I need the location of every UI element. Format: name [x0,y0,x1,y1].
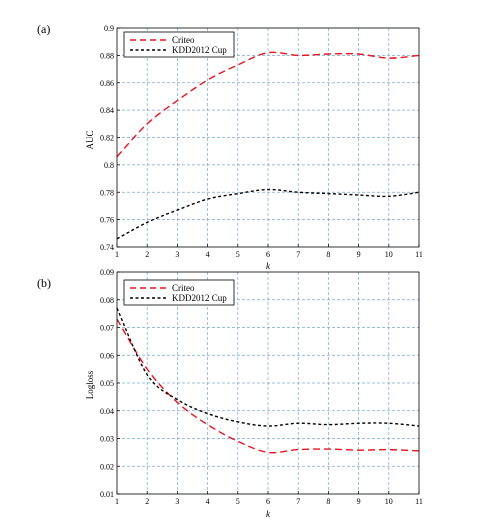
panel-b-legend: Criteo KDD2012 Cup [123,279,235,306]
y-tick-label: 0.88 [100,51,114,60]
panel-b-label: (b) [37,276,51,290]
x-tick-label: 11 [415,497,423,506]
x-tick-label: 9 [357,497,361,506]
x-tick-label: 6 [266,250,270,259]
panel-a-legend-kdd-label: KDD2012 Cup [172,45,227,55]
panel-a-xticks: 1 2 3 4 5 6 7 8 9 10 11 [115,244,423,259]
panel-a-xlabel: k [266,261,271,271]
y-tick-label: 0.06 [100,351,114,360]
panel-a: (a) 0.74 0.76 0.78 0.8 0.82 0.84 0.86 0.88 0.9 1… [37,22,423,271]
y-tick-label: 0.84 [100,106,114,115]
panel-b-grid [117,272,419,494]
x-tick-label: 11 [415,250,423,259]
panel-b-legend-box [123,279,235,306]
y-tick-label: 0.9 [104,24,114,33]
panel-b: (b) 0.01 0.02 0.03 0.04 0.05 0.06 0.07 0.08 0.09… [37,268,423,519]
x-tick-label: 5 [236,497,240,506]
y-tick-label: 0.03 [100,435,114,444]
panel-b-xticks: 1 2 3 4 5 6 7 8 9 10 11 [115,491,423,506]
panel-a-lines [116,51,420,240]
panel-a-ylabel: AUC [85,130,95,149]
x-tick-label: 9 [357,250,361,259]
x-tick-label: 3 [175,250,179,259]
y-tick-label: 0.02 [100,462,114,471]
panel-a-label: (a) [37,22,50,36]
x-tick-label: 8 [326,497,330,506]
panel-a-grid [117,28,419,247]
panel-b-lines [116,307,420,454]
x-tick-label: 2 [145,250,149,259]
series-criteo-line [116,318,420,454]
y-tick-label: 0.08 [100,296,114,305]
y-tick-label: 0.82 [100,134,114,143]
x-tick-label: 4 [206,497,210,506]
y-tick-label: 0.09 [100,268,114,277]
x-tick-label: 3 [175,497,179,506]
x-tick-label: 8 [326,250,330,259]
y-tick-label: 0.76 [100,216,114,225]
series-criteo-line [116,51,420,158]
x-tick-label: 1 [115,250,119,259]
y-tick-label: 0.74 [100,243,114,252]
x-tick-label: 10 [385,497,393,506]
x-tick-label: 4 [206,250,210,259]
panel-b-ylabel: Logloss [85,370,95,399]
panel-a-yticks: 0.74 0.76 0.78 0.8 0.82 0.84 0.86 0.88 0.9 [100,24,120,252]
x-tick-label: 7 [296,497,300,506]
x-tick-label: 10 [385,250,393,259]
x-tick-label: 6 [266,497,270,506]
panel-a-legend-criteo-label: Criteo [172,35,195,45]
y-tick-label: 0.78 [100,188,114,197]
x-tick-label: 5 [236,250,240,259]
panel-b-legend-kdd-label: KDD2012 Cup [172,293,227,303]
panel-b-legend-criteo-label: Criteo [172,283,195,293]
y-tick-label: 0.86 [100,79,114,88]
x-tick-label: 2 [145,497,149,506]
x-tick-label: 7 [296,250,300,259]
panel-b-xlabel: k [266,509,271,519]
panel-a-legend-box [123,31,235,58]
x-tick-label: 1 [115,497,119,506]
y-tick-label: 0.8 [104,161,114,170]
series-kdd2012-cup-line [116,188,420,240]
y-tick-label: 0.05 [100,379,114,388]
y-tick-label: 0.01 [100,490,114,499]
y-tick-label: 0.07 [100,324,114,333]
panel-b-yticks: 0.01 0.02 0.03 0.04 0.05 0.06 0.07 0.08 0.09 [100,268,120,499]
panel-a-legend: Criteo KDD2012 Cup [123,31,235,58]
y-tick-label: 0.04 [100,407,114,416]
